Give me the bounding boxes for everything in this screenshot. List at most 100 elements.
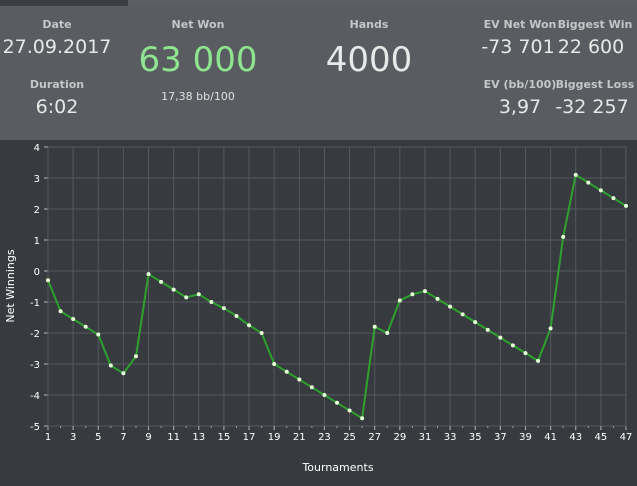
data-point xyxy=(473,320,478,325)
data-point xyxy=(448,304,453,309)
data-point xyxy=(209,300,214,304)
data-point xyxy=(171,287,176,292)
tab-active[interactable] xyxy=(0,0,128,6)
date-label: Date xyxy=(42,18,72,31)
hands-value: 4000 xyxy=(325,40,413,80)
data-point xyxy=(510,343,515,348)
x-tick-label: 35 xyxy=(469,432,482,443)
ev-bb100-label: EV (bb/100) xyxy=(483,78,557,91)
data-point xyxy=(309,385,314,390)
x-tick-label: 47 xyxy=(620,432,633,443)
data-point xyxy=(523,351,528,356)
x-tick-label: 41 xyxy=(544,432,557,443)
data-point xyxy=(159,279,164,284)
x-tick-label: 1 xyxy=(45,432,51,443)
data-point xyxy=(133,354,138,359)
data-point xyxy=(322,393,327,397)
data-point xyxy=(335,400,339,405)
data-point xyxy=(146,272,151,277)
x-tick-label: 19 xyxy=(268,432,281,443)
y-tick-label: -1 xyxy=(30,298,40,309)
y-tick-label: 1 xyxy=(34,236,40,247)
x-tick-label: 13 xyxy=(192,432,205,443)
data-point xyxy=(83,324,88,329)
ev-net-won-label: EV Net Won xyxy=(483,18,557,31)
x-tick-label: 3 xyxy=(70,432,76,443)
x-tick-label: 17 xyxy=(243,432,256,443)
data-point xyxy=(372,324,377,329)
plot-frame xyxy=(47,146,627,427)
data-point xyxy=(498,335,503,340)
data-point xyxy=(561,234,566,239)
data-point xyxy=(485,327,490,332)
ev-net-won-value: -73 701 xyxy=(481,36,555,58)
data-point xyxy=(460,312,465,317)
net-won-value: 63 000 xyxy=(138,40,258,80)
y-tick-label: -4 xyxy=(30,391,40,402)
x-tick-label: 23 xyxy=(318,432,331,443)
x-tick-label: 21 xyxy=(293,432,306,443)
data-point xyxy=(96,332,101,337)
x-tick-label: 39 xyxy=(519,432,532,443)
y-axis-label: Net Winnings xyxy=(4,249,17,322)
y-tick-label: 2 xyxy=(34,205,40,216)
data-point xyxy=(573,172,578,177)
data-point xyxy=(259,331,264,335)
net-won-label: Net Won xyxy=(171,18,225,31)
data-point xyxy=(234,313,239,318)
series-line xyxy=(47,173,627,420)
y-tick-label: 0 xyxy=(34,267,40,278)
data-point xyxy=(397,298,402,303)
net-won-bb100: 17,38 bb/100 xyxy=(161,90,235,103)
x-tick-label: 45 xyxy=(595,432,608,443)
y-tick-label: -2 xyxy=(30,329,40,340)
y-tick-label: -3 xyxy=(30,360,40,371)
data-point xyxy=(58,309,63,314)
data-point xyxy=(422,289,427,294)
biggest-loss-value: -32 257 xyxy=(555,96,629,118)
tab-strip xyxy=(0,0,637,6)
data-point xyxy=(624,203,628,208)
data-point xyxy=(196,292,201,297)
data-point xyxy=(611,196,616,201)
data-point xyxy=(284,369,289,374)
data-point xyxy=(410,292,415,297)
data-point xyxy=(221,306,226,311)
data-point xyxy=(108,363,113,368)
data-point xyxy=(435,296,440,301)
data-point xyxy=(360,416,365,421)
date-value: 27.09.2017 xyxy=(2,36,112,58)
x-tick-label: 43 xyxy=(569,432,582,443)
biggest-loss-label: Biggest Loss xyxy=(555,78,635,91)
data-point xyxy=(184,295,189,300)
y-tick-label: -5 xyxy=(30,422,40,433)
data-point xyxy=(247,323,252,328)
data-point xyxy=(71,317,76,322)
y-tick-label: 4 xyxy=(34,143,40,154)
duration-value: 6:02 xyxy=(35,96,79,118)
x-tick-label: 7 xyxy=(120,432,126,443)
data-point xyxy=(46,278,50,283)
data-point xyxy=(598,188,603,193)
hands-label: Hands xyxy=(349,18,389,31)
biggest-win-label: Biggest Win xyxy=(557,18,633,31)
x-tick-label: 27 xyxy=(368,432,381,443)
x-tick-label: 29 xyxy=(393,432,406,443)
data-point xyxy=(347,408,352,413)
x-tick-label: 31 xyxy=(419,432,432,443)
biggest-win-value: 22 600 xyxy=(557,36,625,58)
ev-bb100-value: 3,97 xyxy=(498,96,542,118)
data-point xyxy=(297,377,302,382)
x-tick-label: 37 xyxy=(494,432,507,443)
duration-label: Duration xyxy=(29,78,85,91)
x-tick-label: 11 xyxy=(167,432,180,443)
stats-panel: Date 27.09.2017 Duration 6:02 Net Won 63… xyxy=(0,6,637,140)
x-tick-label: 25 xyxy=(343,432,356,443)
data-point xyxy=(548,326,553,331)
data-point xyxy=(586,180,591,185)
x-tick-label: 9 xyxy=(145,432,151,443)
data-point xyxy=(536,358,541,363)
data-point xyxy=(272,362,277,366)
data-point xyxy=(121,371,126,376)
